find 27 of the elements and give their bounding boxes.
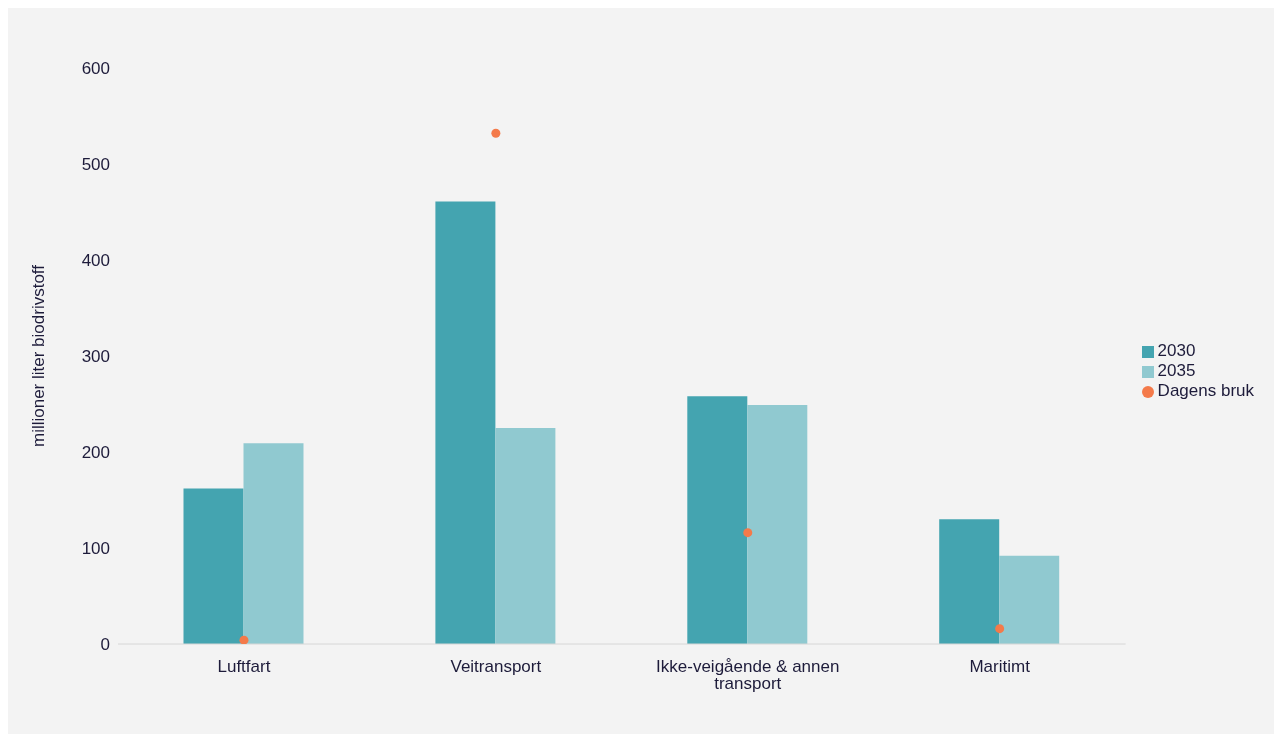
y-tick-label: 100: [81, 539, 110, 559]
x-tick-label: Maritimt: [969, 657, 1031, 677]
bar: [939, 519, 1000, 644]
bar: [495, 428, 556, 644]
bar: [243, 443, 304, 644]
bar: [687, 396, 748, 644]
bar: [183, 488, 244, 644]
bar: [999, 555, 1060, 644]
y-tick-label: 600: [81, 59, 110, 79]
point: [995, 624, 1005, 634]
legend-label: 2035: [1157, 361, 1196, 380]
y-tick-label: 400: [81, 251, 110, 271]
y-axis-title: millioner liter biodrivstoff: [29, 264, 49, 448]
x-tick-label: Luftfart: [217, 657, 271, 677]
y-tick-label: 500: [81, 155, 110, 175]
bar: [435, 201, 496, 644]
y-tick-label: 0: [100, 635, 110, 655]
bar: [747, 404, 808, 644]
legend-label: Dagens bruk: [1157, 381, 1254, 400]
x-tick-label: Ikke-veigående & annen transport: [656, 657, 840, 694]
x-tick-label: Veitransport: [450, 657, 542, 677]
legend-label: 2030: [1157, 341, 1196, 360]
point: [743, 528, 753, 538]
point: [491, 128, 501, 138]
point: [239, 635, 249, 644]
y-tick-label: 300: [81, 347, 110, 367]
y-tick-label: 200: [81, 443, 110, 463]
